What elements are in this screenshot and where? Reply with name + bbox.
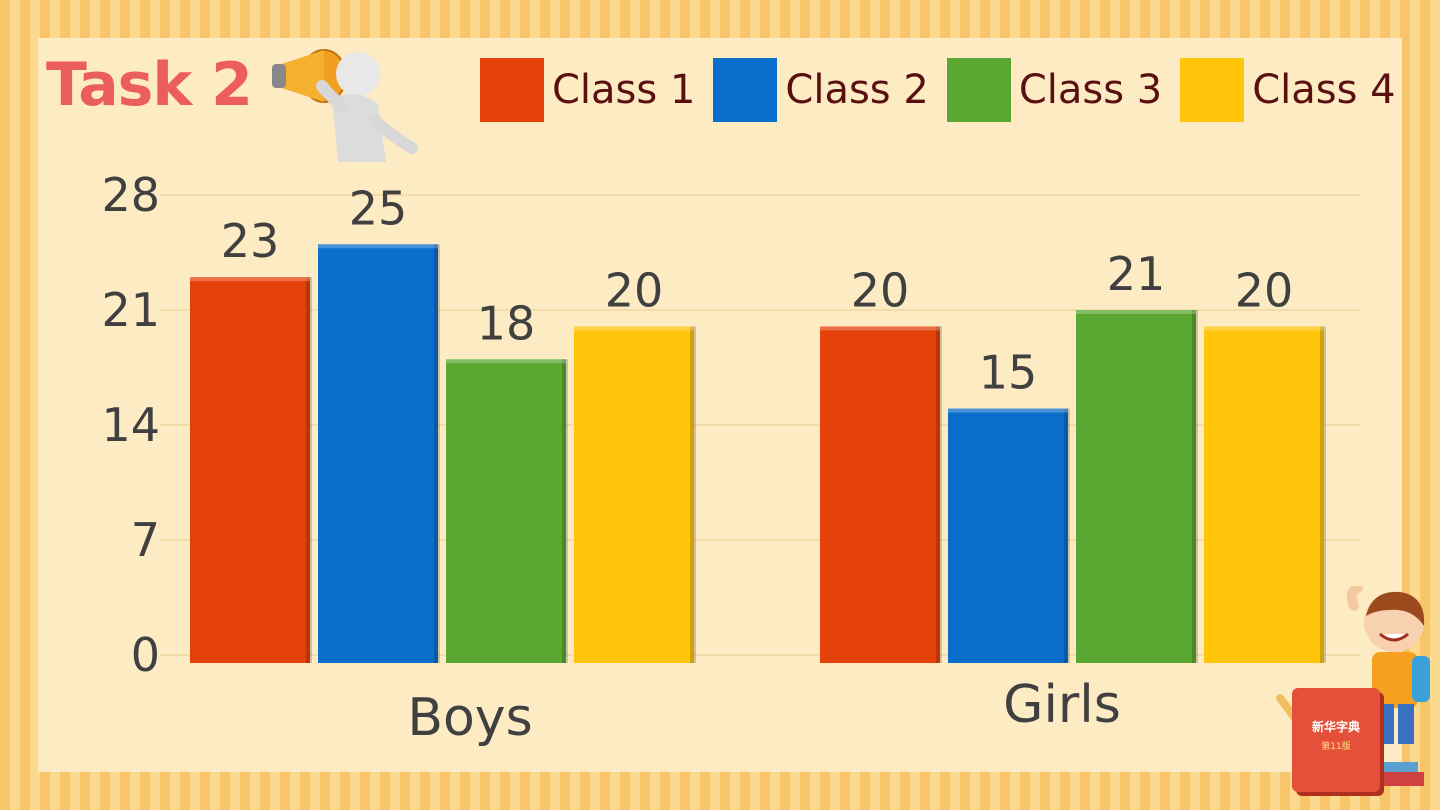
book-title: 新华字典 — [1311, 720, 1360, 734]
bar-top — [948, 408, 1068, 413]
legend-swatch-class-1 — [480, 58, 544, 122]
bar-side — [434, 244, 440, 664]
waving-kid-icon — [1276, 586, 1430, 786]
bar-face — [446, 359, 566, 663]
value-label: 25 — [349, 181, 408, 235]
bar-girls-class-3 — [1076, 310, 1198, 663]
legend-label-class-2: Class 2 — [785, 67, 929, 113]
legend-item-class-3: Class 3 — [946, 58, 1163, 122]
y-tick-label: 0 — [131, 628, 160, 682]
dictionary-book-icon: 新华字典 第11版 — [1292, 688, 1380, 792]
bar-face — [574, 326, 694, 663]
bar-face — [1204, 326, 1324, 663]
bar-girls-class-2 — [948, 408, 1070, 663]
bar-side — [562, 359, 568, 663]
bar-top — [574, 326, 694, 331]
bar-top — [318, 244, 438, 249]
legend-item-class-2: Class 2 — [713, 58, 929, 122]
bar-boys-class-4 — [574, 326, 696, 663]
bar-side — [1064, 408, 1070, 663]
bar-side — [1320, 326, 1326, 663]
bar-top — [1076, 310, 1196, 314]
megaphone-person-icon — [272, 49, 418, 162]
legend-label-class-4: Class 4 — [1252, 67, 1396, 113]
book-edition: 第11版 — [1321, 742, 1351, 752]
bar-face — [190, 277, 310, 663]
bar-side — [306, 277, 312, 663]
bar-side — [690, 326, 696, 663]
value-label: 20 — [851, 263, 910, 317]
legend-swatch-class-4 — [1180, 58, 1245, 122]
bar-girls-class-4 — [1204, 326, 1326, 663]
legend-item-class-1: Class 1 — [480, 58, 695, 122]
chart-legend: Class 1 Class 2 Class 3 Class 4 — [480, 58, 1414, 122]
y-tick-label: 28 — [101, 168, 160, 222]
value-label: 20 — [605, 263, 664, 317]
bar-side — [936, 326, 942, 663]
value-label: 15 — [979, 346, 1038, 400]
bar-top — [1204, 326, 1324, 331]
value-label: 20 — [1235, 263, 1294, 317]
y-tick-label: 7 — [131, 513, 160, 567]
bar-face — [318, 244, 438, 664]
legend-label-class-3: Class 3 — [1018, 67, 1163, 113]
bar-face — [948, 408, 1068, 663]
y-tick-label: 14 — [101, 398, 160, 452]
bar-boys-class-1 — [190, 277, 312, 663]
bar-girls-class-1 — [820, 326, 942, 663]
bar-face — [1076, 310, 1196, 663]
bar-boys-class-2 — [318, 244, 440, 664]
bar-face — [820, 326, 940, 663]
x-category-label: Boys — [407, 688, 532, 748]
slide-title: Task 2 — [46, 50, 253, 120]
x-category-label: Girls — [1003, 675, 1121, 735]
value-label: 23 — [221, 214, 280, 268]
bar-top — [190, 277, 310, 282]
legend-item-class-4: Class 4 — [1180, 58, 1396, 122]
value-label: 18 — [477, 296, 536, 350]
bar-boys-class-3 — [446, 359, 568, 663]
bar-side — [1192, 310, 1198, 663]
bar-top — [446, 359, 566, 364]
y-tick-label: 21 — [101, 283, 160, 337]
legend-swatch-class-2 — [713, 58, 778, 122]
legend-label-class-1: Class 1 — [552, 67, 696, 113]
legend-swatch-class-3 — [946, 58, 1011, 122]
value-label: 21 — [1107, 247, 1166, 301]
bar-top — [820, 326, 940, 331]
